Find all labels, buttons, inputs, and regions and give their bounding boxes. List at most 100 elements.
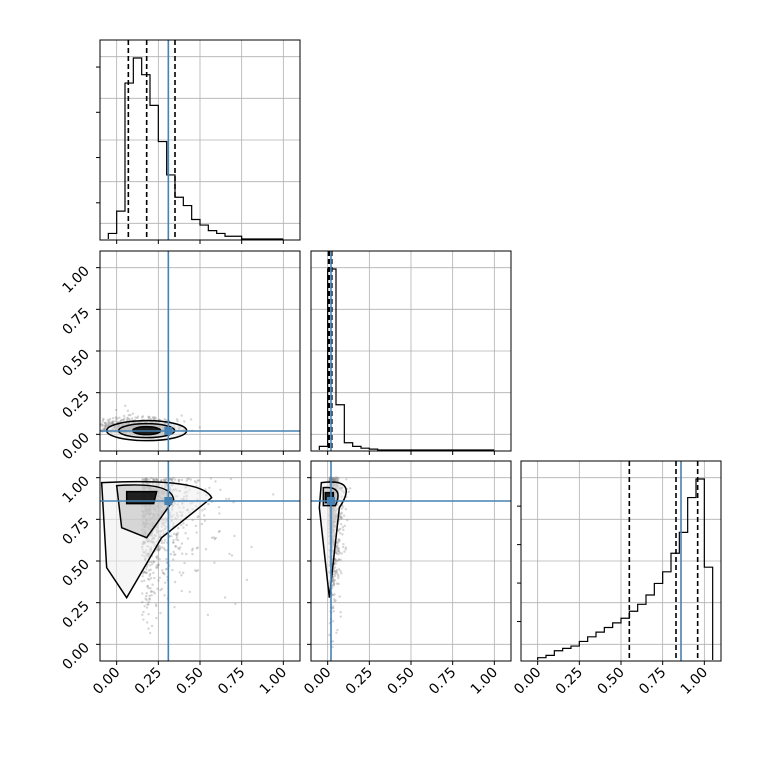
scatter-point xyxy=(126,417,130,420)
scatter-point xyxy=(103,427,107,430)
scatter-point xyxy=(153,592,156,595)
scatter-point xyxy=(156,563,159,567)
scatter-point xyxy=(136,415,140,418)
scatter-point xyxy=(148,598,152,601)
scatter-point xyxy=(336,547,339,550)
scatter-point xyxy=(141,572,145,575)
scatter-point xyxy=(333,593,336,596)
x-tick-label: 0.00 xyxy=(301,665,334,698)
y-tick-label: 0.50 xyxy=(59,557,92,590)
y-tick-label: 0.50 xyxy=(59,347,92,380)
scatter-point xyxy=(197,515,200,518)
scatter-point xyxy=(250,545,253,549)
scatter-point xyxy=(149,476,153,480)
scatter-point xyxy=(190,549,194,552)
scatter-point xyxy=(174,545,177,548)
scatter-point xyxy=(332,580,335,584)
scatter-point xyxy=(153,417,156,421)
scatter-point xyxy=(333,560,337,563)
scatter-point xyxy=(335,476,338,479)
scatter-point xyxy=(182,526,185,529)
scatter-point xyxy=(229,477,233,481)
scatter-point xyxy=(163,539,167,542)
scatter-point xyxy=(343,550,346,553)
scatter-point xyxy=(333,574,337,578)
scatter-point xyxy=(339,569,342,573)
scatter-point xyxy=(147,569,151,572)
scatter-point xyxy=(234,602,237,605)
scatter-point xyxy=(163,547,166,550)
scatter-point xyxy=(172,553,176,556)
scatter-point xyxy=(152,560,156,564)
scatter-point xyxy=(148,572,152,576)
scatter-point xyxy=(111,420,114,423)
scatter-point xyxy=(156,557,159,560)
scatter-point xyxy=(177,478,181,482)
scatter-point xyxy=(149,568,152,571)
scatter-point xyxy=(201,509,204,512)
scatter-point xyxy=(338,595,342,598)
scatter-point xyxy=(107,419,111,422)
scatter-point xyxy=(175,533,178,536)
scatter-point xyxy=(214,536,217,540)
scatter-point xyxy=(183,420,186,423)
scatter-point xyxy=(174,544,177,548)
scatter-point xyxy=(172,541,175,544)
scatter-point xyxy=(104,424,108,427)
scatter-point xyxy=(227,497,231,501)
scatter-point xyxy=(126,409,130,413)
scatter-point xyxy=(170,535,173,538)
scatter-point xyxy=(180,574,183,577)
scatter-point xyxy=(152,560,155,563)
scatter-point xyxy=(245,578,249,582)
scatter-point xyxy=(186,537,190,540)
scatter-point xyxy=(336,628,339,632)
scatter-point xyxy=(180,414,183,417)
scatter-point xyxy=(163,594,166,597)
scatter-point xyxy=(177,546,180,550)
scatter-point xyxy=(151,583,154,586)
scatter-point xyxy=(175,538,178,541)
scatter-point xyxy=(334,559,337,562)
scatter-point xyxy=(217,530,221,533)
scatter-point xyxy=(337,558,341,561)
scatter-point xyxy=(104,421,108,425)
scatter-point xyxy=(340,507,344,510)
scatter-point xyxy=(340,571,343,575)
scatter-point xyxy=(141,613,144,617)
scatter-point xyxy=(331,478,334,481)
scatter-point xyxy=(148,478,151,481)
x-tick-label: 0.50 xyxy=(384,665,417,698)
scatter-point xyxy=(331,584,334,588)
scatter-point xyxy=(337,529,340,533)
scatter-point xyxy=(342,514,346,517)
scatter-point xyxy=(195,547,199,550)
scatter-point xyxy=(145,592,148,595)
scatter-point xyxy=(122,414,126,418)
scatter-point xyxy=(336,542,339,545)
scatter-point xyxy=(150,594,153,597)
scatter-point xyxy=(336,559,339,563)
scatter-point xyxy=(176,538,180,542)
scatter-point xyxy=(332,569,336,573)
scatter-point xyxy=(159,611,162,615)
scatter-point xyxy=(333,566,337,569)
scatter-point xyxy=(331,620,335,623)
scatter-point xyxy=(208,486,211,489)
scatter-point xyxy=(342,543,345,546)
scatter-point xyxy=(148,415,151,419)
scatter-point xyxy=(160,541,164,545)
scatter-point xyxy=(335,476,339,480)
scatter-point xyxy=(335,631,338,634)
scatter-point xyxy=(213,561,216,564)
scatter-point xyxy=(160,539,163,543)
scatter-point xyxy=(172,558,175,561)
scatter-point xyxy=(336,476,339,480)
scatter-point xyxy=(341,545,345,549)
scatter-point xyxy=(334,558,337,561)
scatter-point xyxy=(162,541,166,544)
scatter-point xyxy=(160,587,164,591)
scatter-point xyxy=(103,424,107,427)
x-tick-label: 1.00 xyxy=(257,665,290,698)
